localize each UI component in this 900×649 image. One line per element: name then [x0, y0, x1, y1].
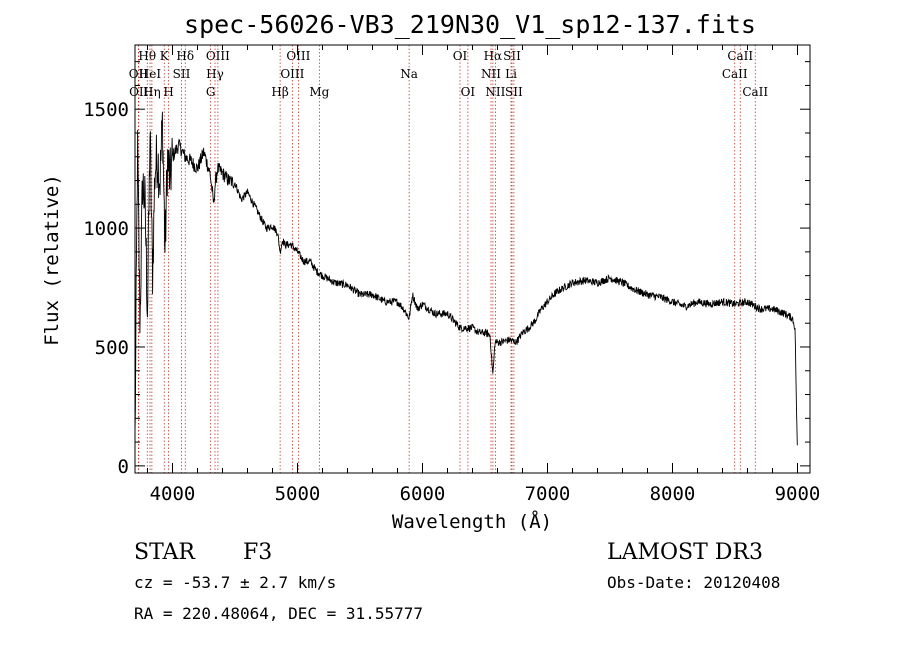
spectral-line-label: OI [461, 85, 476, 99]
x-tick-label: 4000 [150, 483, 196, 505]
y-tick-label: 1500 [83, 99, 129, 121]
spectral-line-label: Hδ [176, 49, 194, 63]
spectral-line-label: OIII [206, 49, 230, 63]
spectral-line-label: Na [400, 67, 418, 81]
ticks-layer: 4000 5000 6000 7000 8000 9000 0 500 1000 1500 [83, 45, 820, 505]
object-class: STAR [134, 540, 196, 565]
spectral-line-label: Hβ [271, 85, 288, 99]
spectrum-layer [134, 111, 798, 446]
spectral-line-label: Mg [309, 85, 329, 99]
spectral-line-label: SII [173, 67, 191, 81]
spectral-line-label: Hα [484, 49, 503, 63]
y-tick-label: 500 [95, 337, 129, 359]
spectral-line-label: Li [505, 67, 517, 81]
spectral-line-label: Hγ [206, 67, 224, 81]
x-axis-label: Wavelength (Å) [392, 510, 552, 533]
spectral-line-label: SII [503, 49, 521, 63]
object-subclass: F3 [243, 540, 272, 565]
spectral-line-label: CaII [722, 67, 748, 81]
spectral-line-label: OIII [280, 67, 304, 81]
spectral-line-label: OIII [286, 49, 310, 63]
redshift-info: cz = -53.7 ± 2.7 km/s [134, 573, 336, 592]
chart-title: spec-56026-VB3_219N30_V1_sp12-137.fits [184, 10, 756, 39]
y-tick-label: 1000 [83, 218, 129, 240]
spectral-line-label: Hη [143, 85, 161, 99]
survey-name: LAMOST DR3 [607, 540, 763, 565]
spectral-line-label: K [160, 49, 170, 63]
x-tick-label: 5000 [275, 483, 321, 505]
spectral-line-label: G [206, 85, 216, 99]
spectral-line-label: NII [485, 85, 505, 99]
x-tick-label: 9000 [775, 483, 821, 505]
spectral-line-label: CaII [727, 49, 753, 63]
spectrum-line [134, 111, 798, 446]
x-tick-label: 6000 [400, 483, 446, 505]
x-tick-label: 7000 [525, 483, 571, 505]
y-axis-label: Flux (relative) [41, 174, 63, 346]
x-tick-label: 8000 [650, 483, 696, 505]
spectral-line-label: OII [129, 85, 149, 99]
plot-frame [134, 44, 811, 474]
spectral-line-label: Hθ [138, 49, 156, 63]
spectral-line-label: SII [505, 85, 523, 99]
spectral-line-label: CaII [742, 85, 768, 99]
spectral-line-label: HeI [139, 67, 162, 81]
spectral-line-label: OI [453, 49, 468, 63]
coordinates: RA = 220.48064, DEC = 31.55777 [134, 604, 423, 623]
y-tick-label: 0 [118, 456, 129, 478]
obs-date: Obs-Date: 20120408 [607, 573, 780, 592]
spectral-line-label: NII [481, 67, 501, 81]
spectral-line-label: H [163, 85, 173, 99]
